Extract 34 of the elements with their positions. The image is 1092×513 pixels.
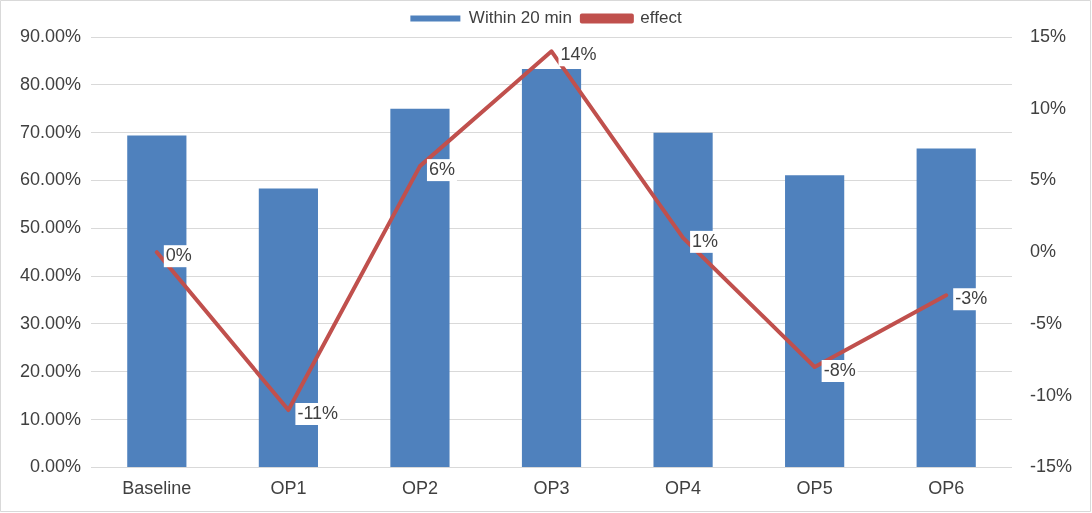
y2-tick-label: 10% [1029, 97, 1067, 118]
data-label: 0% [165, 245, 192, 266]
x-tick-label: OP2 [401, 478, 438, 499]
x-tick-label: OP5 [796, 478, 833, 499]
data-label: 1% [692, 230, 719, 251]
x-tick-label: OP6 [928, 478, 965, 499]
y2-tick-label: -10% [1029, 384, 1073, 405]
y-tick-label: 90.00% [19, 25, 82, 46]
data-label: -11% [297, 402, 339, 423]
y-tick-label: 10.00% [19, 408, 82, 429]
x-tick-label: Baseline [122, 478, 192, 499]
data-label: -8% [823, 359, 856, 380]
x-tick-label: OP4 [665, 478, 702, 499]
data-label: 14% [560, 44, 597, 65]
y2-tick-label: 5% [1029, 169, 1056, 190]
y-tick-label: 80.00% [19, 73, 82, 94]
data-label: 6% [428, 159, 455, 180]
x-tick-label: OP3 [533, 478, 570, 499]
data-label: -3% [955, 288, 988, 309]
y-tick-label: 60.00% [19, 169, 82, 190]
y2-tick-label: 0% [1029, 241, 1056, 262]
legend-label: effect [640, 8, 682, 28]
y-tick-label: 20.00% [19, 360, 82, 381]
y2-tick-label: -5% [1029, 312, 1062, 333]
y2-tick-label: -15% [1029, 456, 1073, 477]
y-tick-label: 30.00% [19, 312, 82, 333]
y-tick-label: 50.00% [19, 217, 82, 238]
y-tick-label: 0.00% [30, 456, 82, 477]
x-tick-label: OP1 [270, 478, 307, 499]
y-tick-label: 70.00% [19, 121, 82, 142]
legend-label: Within 20 min [468, 8, 572, 28]
bar [521, 69, 582, 467]
y2-tick-label: 15% [1029, 25, 1067, 46]
y-tick-label: 40.00% [19, 265, 82, 286]
